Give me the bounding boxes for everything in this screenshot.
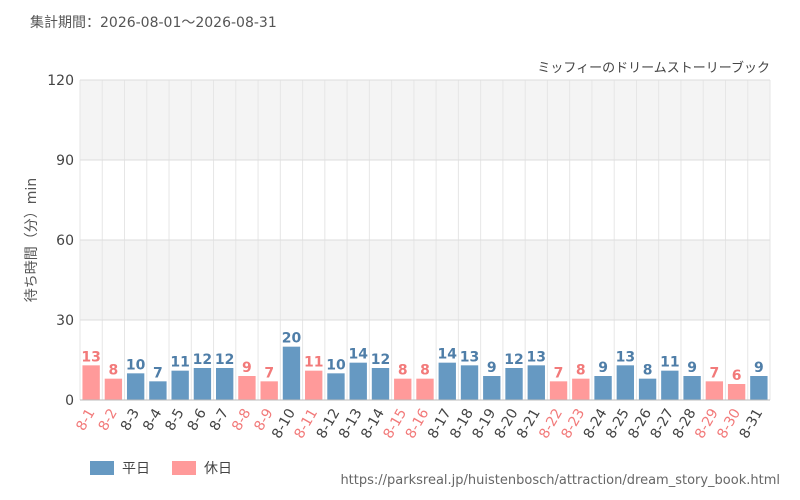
bar-8-25 <box>616 365 635 400</box>
legend-label-weekday: 平日 <box>122 461 150 477</box>
bar-8-27 <box>661 370 679 400</box>
legend-swatch-holiday <box>172 461 196 475</box>
data-label: 8 <box>109 363 119 379</box>
x-tick-label: 8-8 <box>229 406 254 434</box>
chart-title: ミッフィーのドリームストーリーブック <box>537 60 770 76</box>
data-label: 14 <box>348 347 368 363</box>
data-label: 12 <box>193 352 212 368</box>
data-label: 13 <box>460 349 479 365</box>
data-label: 20 <box>282 331 302 347</box>
data-label: 12 <box>504 352 523 368</box>
data-label: 10 <box>126 357 146 373</box>
data-label: 9 <box>242 360 252 376</box>
x-tick-label: 8-4 <box>140 406 165 434</box>
data-label: 8 <box>420 363 430 379</box>
x-tick-label: 8-3 <box>118 406 143 434</box>
x-tick-label: 8-1 <box>73 406 98 434</box>
bar-8-17 <box>438 362 456 400</box>
bar-8-2 <box>104 378 123 400</box>
data-label: 11 <box>304 355 323 371</box>
bar-8-16 <box>416 378 434 400</box>
bar-8-29 <box>705 381 724 400</box>
bar-8-1 <box>82 365 100 400</box>
data-label: 7 <box>264 365 274 381</box>
grid-band <box>80 80 770 160</box>
data-label: 8 <box>398 363 408 379</box>
bar-8-12 <box>327 373 345 400</box>
bar-8-31 <box>750 376 768 400</box>
data-label: 13 <box>81 349 100 365</box>
data-label: 11 <box>660 355 679 371</box>
data-label: 13 <box>616 349 635 365</box>
bar-8-20 <box>505 368 523 400</box>
y-tick-label: 120 <box>47 73 74 89</box>
bar-8-23 <box>572 378 590 400</box>
legend: 平日 休日 <box>90 458 232 478</box>
source-url: https://parksreal.jp/huistenbosch/attrac… <box>340 473 780 488</box>
bar-8-5 <box>171 370 189 400</box>
data-label: 7 <box>153 365 163 381</box>
bar-8-7 <box>215 368 234 400</box>
data-label: 9 <box>687 360 697 376</box>
bar-8-3 <box>126 373 145 400</box>
period-text: 集計期間：2026-08-01～2026-08-31 <box>30 15 277 31</box>
x-tick-label: 8-6 <box>185 406 210 434</box>
bar-8-26 <box>638 378 657 400</box>
legend-swatch-weekday <box>90 461 114 475</box>
bar-8-9 <box>260 381 278 400</box>
bar-8-15 <box>394 378 412 400</box>
bar-8-21 <box>527 365 545 400</box>
y-axis-label: 待ち時間（分）min <box>24 178 40 302</box>
legend-label-holiday: 休日 <box>204 461 232 477</box>
data-label: 14 <box>438 347 458 363</box>
data-label: 10 <box>326 357 346 373</box>
y-tick-label: 30 <box>56 313 74 329</box>
legend-item-weekday: 平日 <box>90 458 150 478</box>
x-tick-label: 8-2 <box>96 406 121 434</box>
bar-8-28 <box>683 376 701 400</box>
bar-8-13 <box>349 362 367 400</box>
data-label: 7 <box>554 365 564 381</box>
bar-8-22 <box>549 381 568 400</box>
data-label: 7 <box>709 365 719 381</box>
bar-8-11 <box>305 370 323 400</box>
x-tick-label: 8-5 <box>162 406 187 434</box>
bar-8-8 <box>238 376 256 400</box>
bar-8-14 <box>371 368 390 400</box>
bar-8-10 <box>282 346 301 400</box>
bar-8-30 <box>727 384 746 400</box>
data-label: 12 <box>371 352 390 368</box>
legend-item-holiday: 休日 <box>172 458 232 478</box>
data-label: 8 <box>643 363 653 379</box>
data-label: 8 <box>576 363 586 379</box>
x-tick-label: 8-31 <box>737 406 767 442</box>
bar-8-6 <box>193 368 212 400</box>
data-label: 6 <box>732 368 742 384</box>
bar-8-4 <box>149 381 167 400</box>
data-label: 11 <box>170 355 189 371</box>
data-label: 9 <box>487 360 497 376</box>
y-tick-label: 90 <box>56 153 74 169</box>
data-label: 9 <box>754 360 764 376</box>
bar-8-19 <box>483 376 501 400</box>
y-tick-label: 0 <box>65 393 74 409</box>
bar-8-18 <box>460 365 479 400</box>
data-label: 13 <box>527 349 546 365</box>
bar-8-24 <box>594 376 612 400</box>
data-label: 9 <box>598 360 608 376</box>
x-tick-label: 8-7 <box>207 406 232 434</box>
y-tick-label: 60 <box>56 233 74 249</box>
grid-band <box>80 240 770 320</box>
data-label: 12 <box>215 352 234 368</box>
